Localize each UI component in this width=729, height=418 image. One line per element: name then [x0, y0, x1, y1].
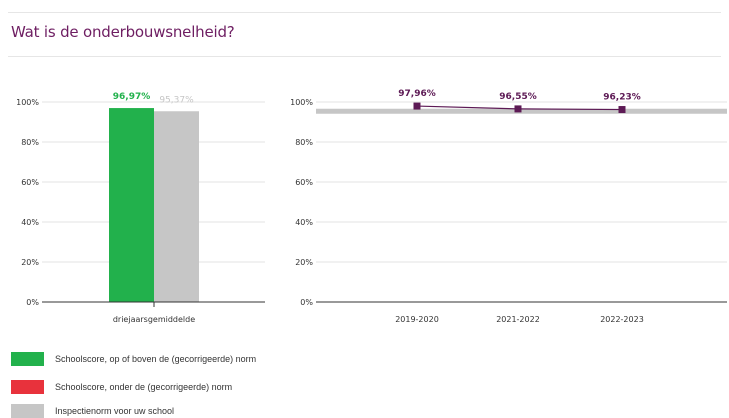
data-label: 96,97% — [113, 92, 151, 102]
data-label: 96,23% — [603, 93, 641, 103]
bar — [154, 111, 199, 302]
data-label: 96,55% — [499, 92, 537, 102]
charts-area: 0% 20% 40% 60% 80% 100% 96,97% 95,37% driejaarsg… — [16, 89, 727, 324]
data-point — [618, 106, 626, 114]
y-tick-label: 80% — [21, 138, 39, 147]
top-divider — [8, 12, 721, 13]
y-tick-label: 20% — [295, 258, 313, 267]
y-tick-label: 80% — [295, 138, 313, 147]
x-tick-label: driejaarsgemiddelde — [113, 315, 195, 324]
y-tick-label: 100% — [290, 98, 313, 107]
y-tick-label: 0% — [300, 298, 313, 307]
legend-swatch-below-norm — [11, 380, 44, 394]
y-tick-label: 0% — [26, 298, 39, 307]
legend-label-below-norm: Schoolscore, onder de (gecorrigeerde) no… — [55, 382, 233, 392]
data-label: 95,37% — [159, 95, 194, 105]
x-tick-label: 2022-2023 — [600, 315, 644, 324]
y-tick-label: 40% — [295, 218, 313, 227]
x-tick-label: 2021-2022 — [496, 315, 540, 324]
y-tick-label: 20% — [21, 258, 39, 267]
x-tick-label: 2019-2020 — [395, 315, 439, 324]
legend-swatch-norm — [11, 404, 44, 418]
title-divider — [8, 56, 721, 57]
y-tick-label: 40% — [21, 218, 39, 227]
bar — [109, 108, 154, 302]
y-tick-label: 60% — [21, 178, 39, 187]
data-label: 97,96% — [398, 89, 436, 99]
legend-label-norm: Inspectienorm voor uw school — [55, 406, 175, 416]
y-tick-label: 60% — [295, 178, 313, 187]
page-title: Wat is de onderbouwsnelheid? — [11, 23, 235, 41]
legend-swatch-above-norm — [11, 352, 44, 366]
y-tick-label: 100% — [16, 98, 39, 107]
legend-label-above-norm: Schoolscore, op of boven de (gecorrigeer… — [55, 354, 257, 364]
data-point — [514, 105, 522, 113]
data-point — [413, 102, 421, 110]
